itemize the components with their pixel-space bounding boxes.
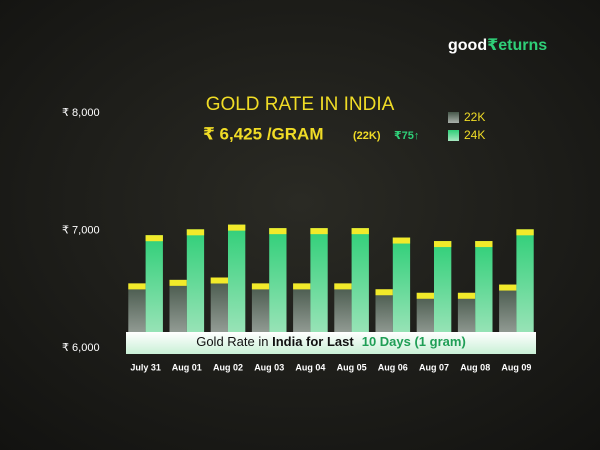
- bar-cap: [499, 284, 517, 291]
- bar: [434, 241, 452, 348]
- plot: ₹ 6,000 ₹ 7,000 ₹ 8,000 July 31 Aug 01 Aug 02…: [62, 107, 534, 372]
- bar: [475, 241, 493, 348]
- legend-swatch: [448, 112, 459, 123]
- x-tick-label: Aug 05: [337, 362, 367, 372]
- x-tick-label: Aug 08: [460, 362, 490, 372]
- bar-cap: [251, 283, 270, 290]
- legend-swatch: [448, 130, 459, 141]
- bar-cap: [128, 283, 146, 290]
- bar: [251, 283, 270, 348]
- bar-cap: [392, 237, 411, 244]
- logo-left: good: [448, 37, 487, 54]
- legend-label: 24K: [464, 128, 485, 142]
- x-tick-label: Aug 07: [419, 362, 449, 372]
- x-tick-label: Aug 01: [172, 362, 202, 372]
- caption-part: Gold Rate in: [196, 334, 272, 349]
- bar-cap: [293, 283, 311, 290]
- x-tick-label: Aug 03: [254, 362, 284, 372]
- x-tick-label: July 31: [130, 362, 161, 372]
- x-tick-label: Aug 06: [378, 362, 408, 372]
- headline-karat: (22K): [353, 130, 381, 142]
- bar: [228, 224, 246, 348]
- bar: [145, 235, 163, 348]
- bar-cap: [310, 228, 328, 235]
- caption: Gold Rate in India for Last 10 Days (1 gr…: [196, 334, 466, 349]
- bar-cap: [145, 235, 163, 242]
- caption-part: 10 Days (1 gram): [362, 334, 466, 349]
- bar: [269, 228, 287, 348]
- bar-cap: [269, 228, 287, 235]
- x-tick-label: Aug 04: [295, 362, 325, 372]
- headline-rate: ₹ 6,425 /GRAM: [203, 124, 323, 143]
- x-tick-label: Aug 09: [501, 362, 531, 372]
- chart-title: GOLD RATE IN INDIA: [206, 94, 395, 115]
- bar-cap: [169, 279, 187, 286]
- bar-cap: [351, 228, 369, 235]
- bar-cap: [434, 241, 452, 248]
- bar-cap: [186, 229, 205, 236]
- bar: [392, 237, 411, 348]
- caption-part: India for Last: [272, 334, 354, 349]
- bar: [293, 283, 311, 348]
- bar-cap: [516, 229, 534, 236]
- bar-cap: [416, 292, 434, 299]
- bar: [169, 279, 187, 348]
- bar: [186, 229, 205, 348]
- bar: [351, 228, 369, 348]
- logo: good₹eturns: [448, 37, 547, 54]
- bar: [334, 283, 352, 348]
- y-tick-label: ₹ 6,000: [62, 342, 100, 354]
- headline-change: ₹75↑: [394, 130, 419, 142]
- bar-cap: [475, 241, 493, 248]
- bar: [310, 228, 328, 348]
- bar-cap: [375, 289, 393, 296]
- bar: [516, 229, 534, 348]
- bar: [210, 277, 228, 348]
- legend-label: 22K: [464, 110, 485, 124]
- logo-right: ₹eturns: [487, 37, 547, 54]
- x-tick-label: Aug 02: [213, 362, 243, 372]
- bar-cap: [210, 277, 228, 284]
- bar-cap: [334, 283, 352, 290]
- bar-cap: [228, 224, 246, 231]
- bar-cap: [457, 292, 476, 299]
- y-tick-label: ₹ 8,000: [62, 107, 100, 119]
- y-tick-label: ₹ 7,000: [62, 224, 100, 236]
- caption-banner: [126, 332, 536, 354]
- bar: [128, 283, 146, 348]
